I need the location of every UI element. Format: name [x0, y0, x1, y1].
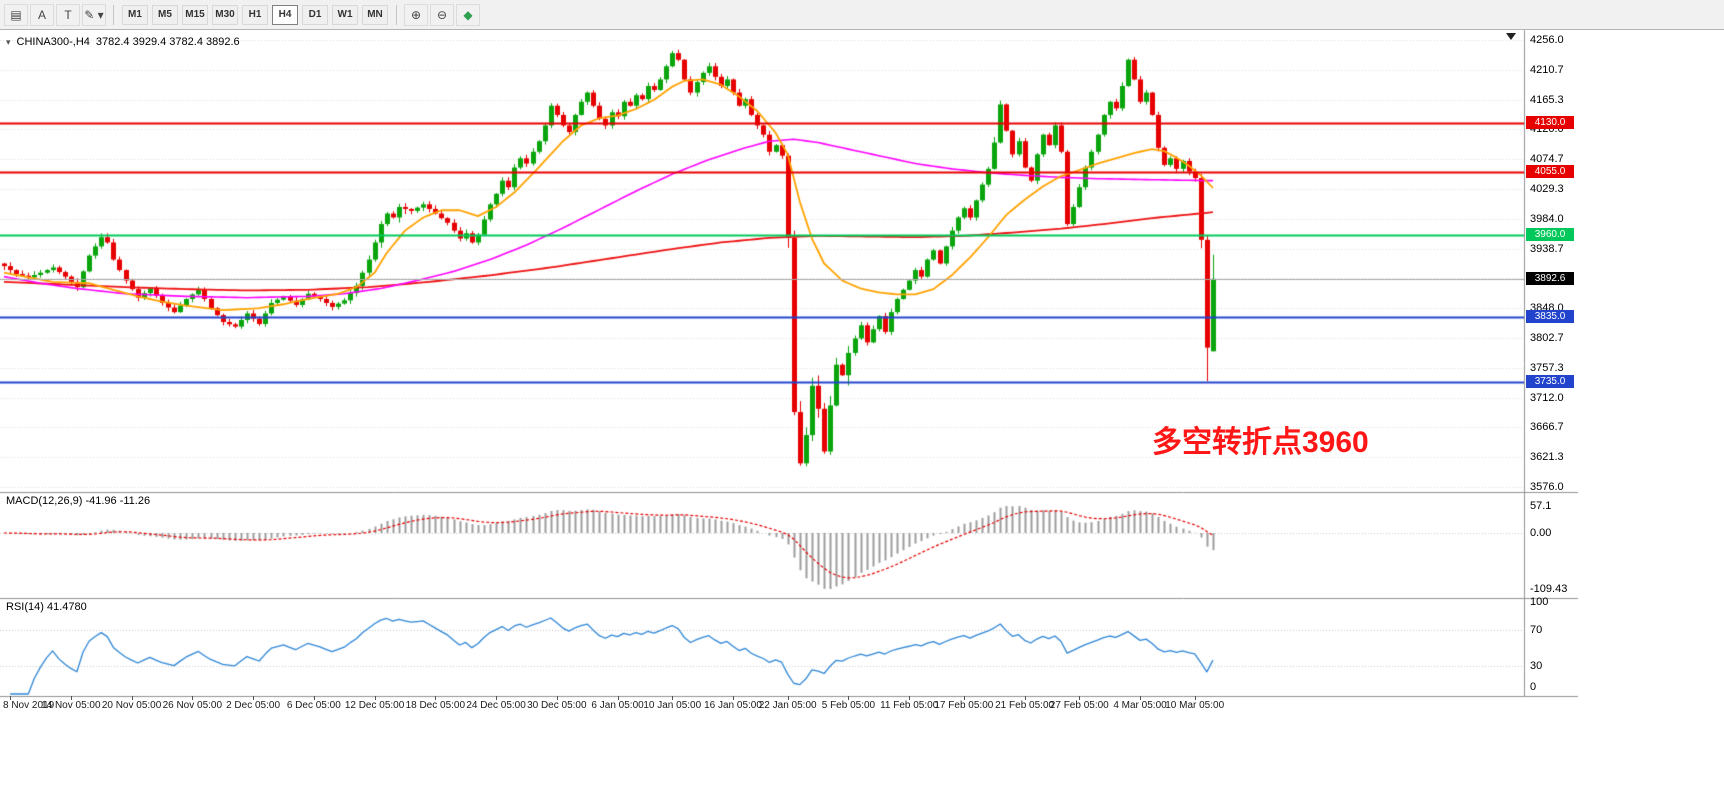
timeframe-m5-button[interactable]: M5 — [152, 4, 178, 25]
chart-shift-marker[interactable] — [1506, 33, 1516, 40]
templates-button[interactable]: ◆ — [456, 3, 480, 26]
line-studies-button[interactable]: ✎ ▾ — [82, 3, 106, 26]
toolbar-separator — [396, 4, 397, 25]
cursor-tool-button[interactable]: A — [30, 3, 54, 26]
chart-text-annotation[interactable]: 多空转折点3960 — [1152, 426, 1369, 459]
timeframe-w1-button[interactable]: W1 — [332, 4, 358, 25]
text-tool-button[interactable]: T — [56, 3, 80, 26]
timeframe-m15-button[interactable]: M15 — [182, 4, 208, 25]
timeframe-h1-button[interactable]: H1 — [242, 4, 268, 25]
chart-collapse-icon[interactable]: ▾ — [6, 36, 11, 47]
chart-list-button[interactable]: ▤ — [4, 3, 28, 26]
timeframe-m30-button[interactable]: M30 — [212, 4, 238, 25]
macd-indicator-label: MACD(12,26,9) -41.96 -11.26 — [6, 495, 151, 507]
chart-title: ▾ CHINA300-,H4 3782.4 3929.4 3782.4 3892… — [6, 36, 240, 48]
timeframe-m1-button[interactable]: M1 — [122, 4, 148, 25]
zoom-out-button[interactable]: ⊖ — [430, 3, 454, 26]
timeframe-h4-button[interactable]: H4 — [272, 4, 298, 25]
chart-ohlc-values: 3782.4 3929.4 3782.4 3892.6 — [95, 36, 240, 48]
chart-symbol-period: CHINA300-,H4 — [16, 36, 90, 48]
rsi-indicator-label: RSI(14) 41.4780 — [6, 601, 87, 613]
zoom-in-button[interactable]: ⊕ — [404, 3, 428, 26]
toolbar-separator — [113, 4, 114, 25]
timeframe-d1-button[interactable]: D1 — [302, 4, 328, 25]
timeframe-mn-button[interactable]: MN — [362, 4, 388, 25]
main-toolbar: ▤ A T ✎ ▾ M1 M5 M15 M30 H1 H4 D1 W1 MN ⊕ ⊖ ◆ — [0, 0, 1724, 30]
